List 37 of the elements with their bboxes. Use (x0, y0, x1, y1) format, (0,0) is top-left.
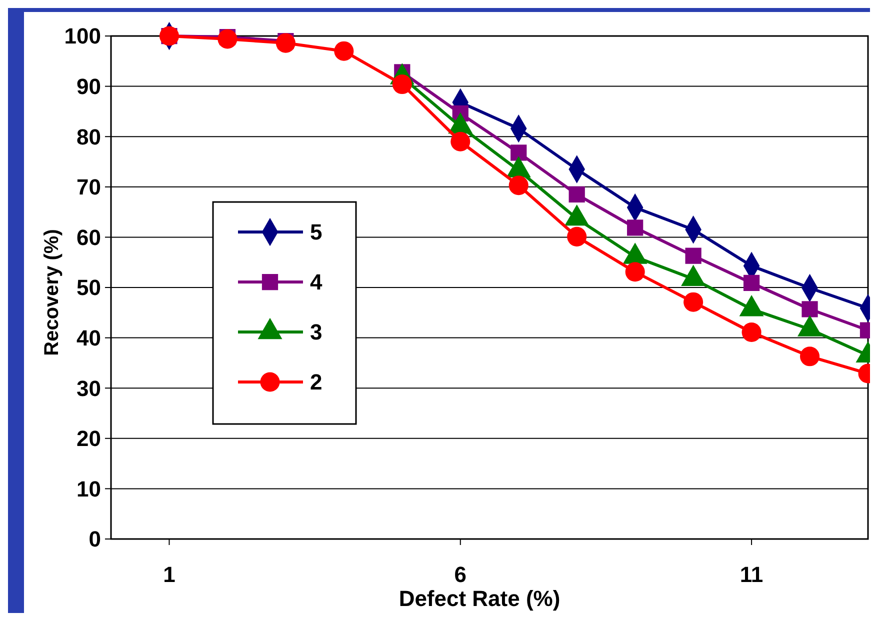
point (508, 176, 528, 196)
y-tick-label: 10 (76, 476, 101, 502)
point (450, 132, 470, 152)
y-tick-label: 50 (76, 275, 101, 300)
point (684, 292, 704, 312)
point (802, 301, 818, 318)
y-tick-label: 30 (76, 376, 101, 401)
y-axis-title: Recovery (%) (41, 229, 63, 356)
x-tick-label: 11 (740, 562, 764, 587)
point (510, 144, 527, 161)
point (625, 262, 645, 282)
y-tick-label: 70 (76, 174, 101, 200)
point (627, 220, 644, 236)
point (276, 33, 296, 53)
legend-label: 2 (310, 370, 322, 395)
point (218, 29, 238, 49)
legend-label: 5 (310, 220, 322, 245)
point (568, 186, 585, 203)
y-tick-label: 90 (76, 74, 101, 99)
point (800, 346, 820, 366)
y-tick-label: 60 (76, 224, 101, 250)
x-tick-label: 1 (163, 562, 176, 587)
legend-label: 4 (310, 270, 323, 295)
x-tick-label: 6 (454, 562, 467, 587)
y-tick-label: 0 (88, 526, 101, 552)
y-tick-label: 80 (76, 124, 101, 150)
point (334, 41, 354, 61)
point (742, 322, 762, 342)
x-axis-title: Defect Rate (%) (398, 586, 560, 611)
point (567, 226, 587, 246)
legend-label: 3 (310, 320, 322, 345)
y-tick-label: 100 (64, 24, 101, 49)
point (743, 274, 760, 292)
y-tick-label: 20 (76, 426, 101, 452)
point (392, 74, 412, 94)
point (685, 248, 702, 264)
y-tick-label: 40 (76, 326, 101, 350)
